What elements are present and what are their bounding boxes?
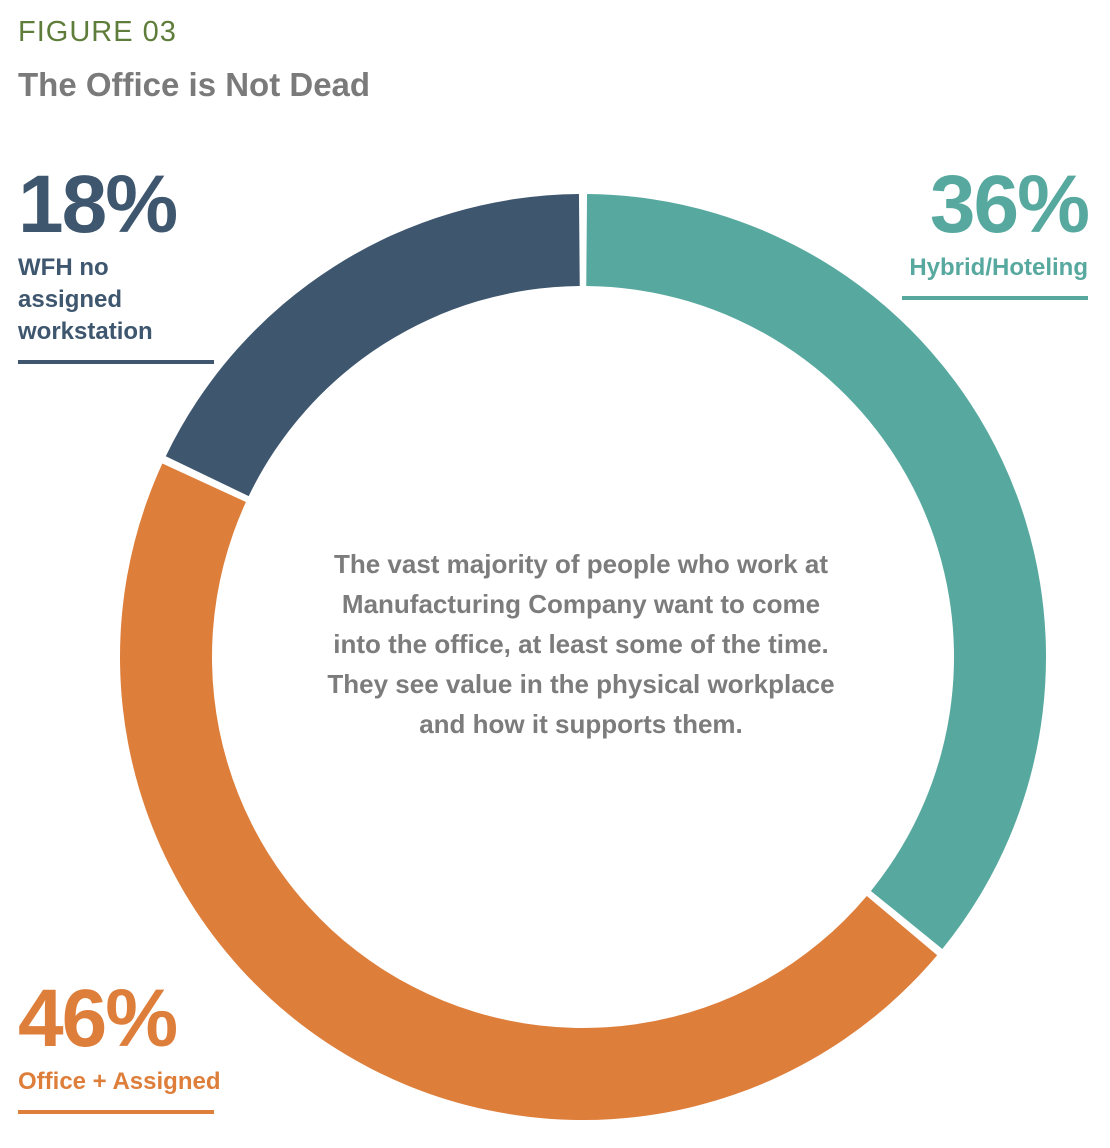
wfh-percent-label: 18%: [18, 159, 178, 250]
center-description: The vast majority of people who work at …: [327, 549, 835, 739]
wfh-underline: [18, 360, 214, 364]
hybrid-category-label: Hybrid/Hoteling: [909, 254, 1088, 281]
office-category-label: Office + Assigned: [18, 1068, 221, 1095]
figure-title: The Office is Not Dead: [18, 66, 371, 103]
figure-label: FIGURE 03: [18, 16, 177, 48]
office-percent-label: 46%: [18, 973, 178, 1064]
donut-slice-hybrid-hoteling: [586, 194, 1046, 950]
donut-slice-wfh-no-assigned-workstation: [165, 194, 580, 497]
hybrid-percent-label: 36%: [929, 159, 1090, 250]
donut-slice-office-assigned: [119, 463, 938, 1120]
callout-wfh: 18% WFH no assigned workstation: [18, 164, 218, 364]
wfh-category-label: WFH no assigned workstation: [18, 254, 153, 345]
callout-hybrid: 36% Hybrid/Hoteling: [898, 159, 1090, 300]
office-underline: [18, 1110, 214, 1114]
callout-office: 46% Office + Assigned: [18, 978, 228, 1114]
hybrid-underline: [902, 296, 1088, 300]
